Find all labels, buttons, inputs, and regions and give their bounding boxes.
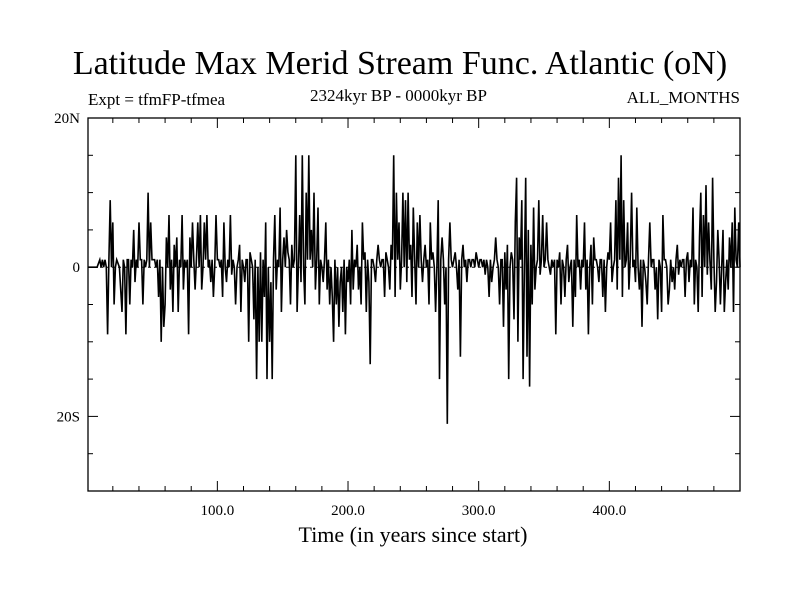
x-tick-label: 300.0	[462, 503, 496, 519]
x-tick-label: 400.0	[592, 503, 626, 519]
x-tick-label: 100.0	[200, 503, 234, 519]
y-tick-label: 20S	[57, 409, 80, 425]
period-label: 2324kyr BP - 0000kyr BP	[310, 86, 487, 105]
series-line	[88, 155, 741, 424]
experiment-label: Expt = tfmFP-tfmea	[88, 90, 226, 109]
x-tick-label: 200.0	[331, 503, 365, 519]
y-tick-label: 20N	[54, 111, 80, 127]
chart-title: Latitude Max Merid Stream Func. Atlantic…	[72, 45, 728, 82]
months-label: ALL_MONTHS	[626, 88, 740, 107]
y-tick-label: 0	[73, 260, 81, 276]
x-axis-label: Time (in years since start)	[298, 522, 528, 547]
